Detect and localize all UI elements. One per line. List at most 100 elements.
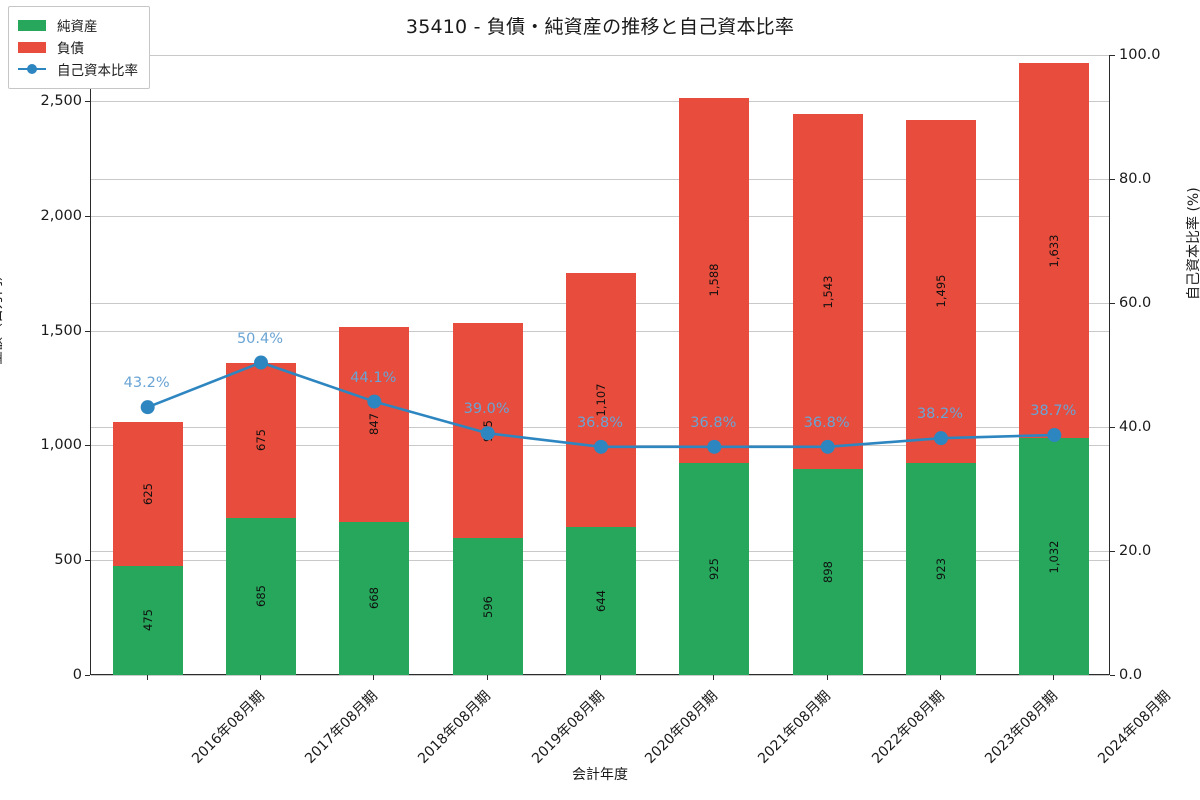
x-axis-tick-label: 2024年08月期 <box>1095 688 1175 767</box>
ratio-value-label: 44.1% <box>350 369 397 386</box>
bar-segment-liabilities: 675 <box>225 362 297 518</box>
y-axis-left-tick-label: 1,500 <box>40 322 82 339</box>
bar-value-label: 847 <box>367 413 382 436</box>
bar-value-label: 1,588 <box>707 263 722 297</box>
y-axis-left-tick-label: 1,000 <box>40 437 82 454</box>
chart-legend: 純資産 負債自己資本比率 <box>8 6 150 89</box>
bar-segment-net-assets: 475 <box>112 565 183 675</box>
y-axis-right-title: 自己資本比率 (%) <box>1186 187 1200 300</box>
bar-value-label: 1,107 <box>593 383 608 417</box>
ratio-value-label: 36.8% <box>690 414 737 431</box>
y-axis-right-tick-label: 20.0 <box>1119 543 1152 559</box>
y-axis-right-tick-mark <box>1110 55 1115 56</box>
y-axis-right-tick-mark <box>1110 179 1115 180</box>
bar-segment-net-assets: 668 <box>339 521 410 675</box>
bar-value-label: 596 <box>480 595 495 618</box>
bar-segment-net-assets: 644 <box>565 527 637 675</box>
bar-value-label: 1,633 <box>1047 234 1062 267</box>
y-axis-right-tick-label: 80.0 <box>1119 171 1152 187</box>
bar-value-label: 925 <box>707 557 722 580</box>
legend-line-marker <box>27 64 37 74</box>
bar-value-label: 1,495 <box>933 274 948 308</box>
y-axis-right-tick-mark <box>1110 675 1115 676</box>
bar-value-label: 625 <box>140 483 155 506</box>
legend-swatch-liabilities <box>18 41 46 53</box>
x-axis-tick-mark <box>940 675 941 680</box>
ratio-value-label: 43.2% <box>123 375 170 392</box>
ratio-value-label: 38.7% <box>1030 403 1077 420</box>
legend-item[interactable]: 自己資本比率 <box>18 58 138 80</box>
gridline <box>91 179 1109 180</box>
x-axis-tick-label: 2017年08月期 <box>302 688 381 767</box>
gridline <box>91 55 1109 56</box>
y-axis-left-tick-mark <box>85 215 90 217</box>
chart-title: 35410 - 負債・純資産の推移と自己資本比率 <box>405 16 795 38</box>
bar-segment-liabilities: 1,633 <box>1019 63 1090 439</box>
x-axis-tick-label: 2020年08月期 <box>642 688 721 767</box>
bar-segment-net-assets: 898 <box>792 468 863 675</box>
bar-segment-net-assets: 923 <box>905 463 977 675</box>
bar-segment-liabilities: 847 <box>339 327 410 522</box>
bar-value-label: 675 <box>253 429 268 452</box>
y-axis-left-tick-label: 500 <box>54 552 82 569</box>
bar-segment-liabilities: 1,588 <box>679 97 750 463</box>
bar-value-label: 923 <box>933 558 948 580</box>
x-axis-tick-label: 2021年08月期 <box>755 688 835 767</box>
y-axis-left-tick-label: 2,000 <box>40 207 82 224</box>
x-axis-tick-label: 2016年08月期 <box>188 688 268 767</box>
y-axis-right-tick-mark <box>1110 427 1115 428</box>
legend-item[interactable]: 負債 <box>18 36 138 58</box>
legend-swatch-net-assets <box>18 19 46 31</box>
ratio-value-label: 36.8% <box>576 414 624 431</box>
y-axis-left-title: 金額（百万円） <box>0 267 5 365</box>
y-axis-left-tick-label: 0 <box>72 667 82 683</box>
x-axis-tick-label: 2023年08月期 <box>982 688 1061 767</box>
y-axis-left-tick-mark <box>85 330 90 332</box>
x-axis-tick-mark <box>373 675 375 680</box>
x-axis-tick-mark <box>146 675 148 680</box>
bar-segment-liabilities: 935 <box>452 323 523 539</box>
x-axis-tick-mark <box>486 675 488 680</box>
y-axis-left-tick-mark <box>85 675 90 676</box>
ratio-value-label: 50.4% <box>236 330 284 347</box>
y-axis-left-tick-mark <box>85 445 90 447</box>
y-axis-left-tick-label: 2,500 <box>40 92 82 109</box>
gridline <box>91 100 1109 102</box>
x-axis-tick-mark <box>713 675 715 680</box>
legend-label: 純資産 <box>57 19 98 35</box>
legend-label: 自己資本比率 <box>57 63 138 79</box>
legend-swatch-equity-ratio <box>18 64 46 75</box>
ratio-marker <box>140 400 155 415</box>
plot-area: 475 625 685 675 668 847 596 935 644 1,107 925 1,588… <box>90 55 1110 676</box>
bar-segment-net-assets: 925 <box>679 462 750 675</box>
bar-value-label: 668 <box>367 587 382 610</box>
y-axis-left-tick-mark <box>85 100 90 102</box>
y-axis-right-tick-label: 40.0 <box>1119 419 1152 435</box>
bar-value-label: 1,032 <box>1047 540 1062 573</box>
bar-segment-net-assets: 596 <box>452 538 523 675</box>
bar-value-label: 898 <box>820 560 835 583</box>
y-axis-right-tick-label: 0.0 <box>1119 667 1143 683</box>
y-axis-right-tick-mark <box>1110 551 1115 552</box>
x-axis-tick-mark <box>1053 675 1055 680</box>
bar-segment-liabilities: 1,107 <box>565 272 637 528</box>
gridline <box>91 215 1109 217</box>
bar-value-label: 1,543 <box>820 275 835 309</box>
y-axis-right-tick-label: 100.0 <box>1119 47 1161 63</box>
y-axis-right-tick-mark <box>1110 303 1115 304</box>
x-axis-tick-label: 2018年08月期 <box>415 688 495 767</box>
bar-segment-net-assets: 685 <box>225 517 297 675</box>
y-axis-left-tick-mark <box>85 560 90 562</box>
x-axis-tick-mark <box>600 675 601 680</box>
bar-segment-net-assets: 1,032 <box>1019 438 1090 675</box>
x-axis-tick-mark <box>826 675 828 680</box>
bar-value-label: 475 <box>140 609 155 632</box>
bar-value-label: 935 <box>480 419 495 442</box>
y-axis-right-tick-label: 60.0 <box>1119 295 1152 311</box>
bar-value-label: 644 <box>593 590 608 613</box>
legend-item[interactable]: 純資産 <box>18 14 138 36</box>
x-axis-tick-label: 2019年08月期 <box>528 688 608 767</box>
ratio-value-label: 39.0% <box>463 401 510 418</box>
x-axis-title: 会計年度 <box>572 767 628 783</box>
